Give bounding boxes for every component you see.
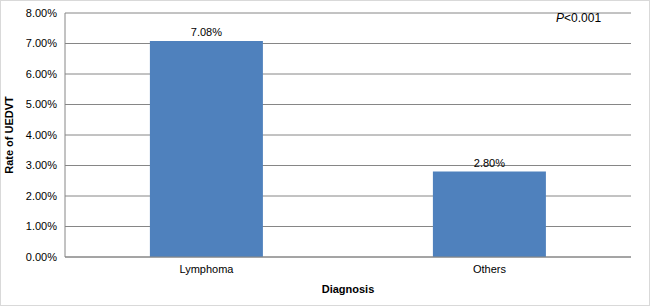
svg-text:Lymphoma: Lymphoma [179, 263, 234, 275]
svg-text:2.80%: 2.80% [474, 157, 505, 169]
svg-text:3.00%: 3.00% [26, 159, 57, 171]
svg-text:0.00%: 0.00% [26, 251, 57, 263]
svg-text:8.00%: 8.00% [26, 7, 57, 19]
svg-text:2.00%: 2.00% [26, 190, 57, 202]
html-text:P <0.001: P <0.001 [556, 11, 602, 25]
svg-text:5.00%: 5.00% [26, 98, 57, 110]
svg-text:7.08%: 7.08% [191, 26, 222, 38]
svg-text:1.00%: 1.00% [26, 220, 57, 232]
svg-text:6.00%: 6.00% [26, 68, 57, 80]
svg-text:7.00%: 7.00% [26, 37, 57, 49]
svg-text:Others: Others [473, 263, 507, 275]
svg-text:Diagnosis: Diagnosis [322, 283, 375, 295]
svg-text:Rate of UEDVT: Rate of UEDVT [8, 96, 15, 174]
svg-text:4.00%: 4.00% [26, 129, 57, 141]
